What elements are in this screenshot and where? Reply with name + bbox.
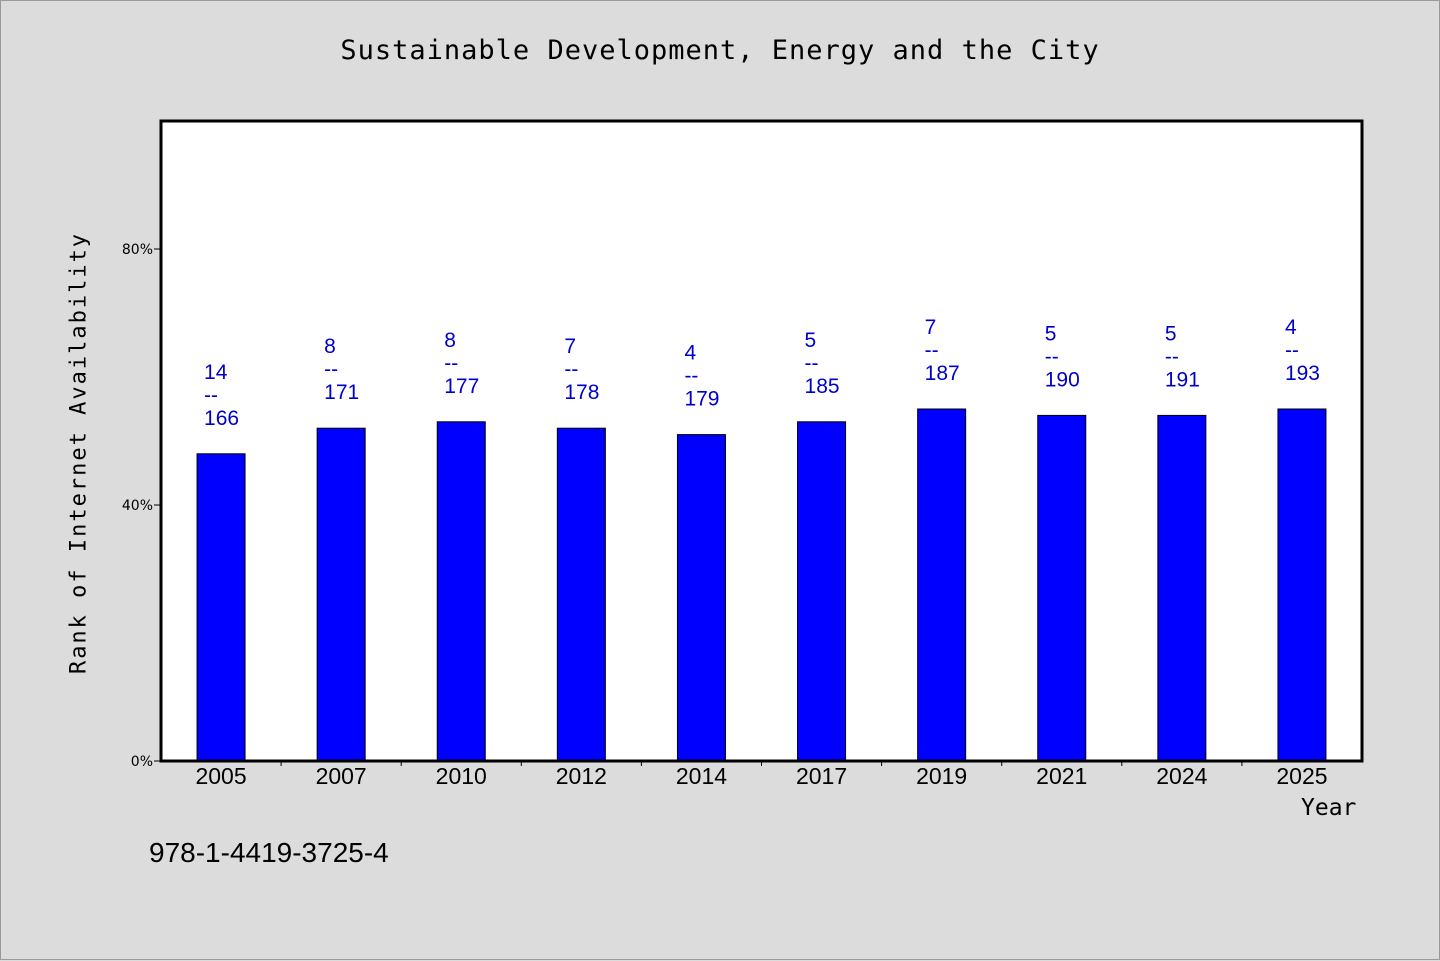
bar (196, 453, 246, 762)
y-tick-label: 40% (122, 498, 153, 514)
x-tick-label: 2017 (796, 763, 847, 789)
data-label-total: 185 (805, 375, 840, 398)
bar (1037, 414, 1087, 762)
data-label-total: 179 (684, 388, 719, 411)
y-tick-label: 80% (122, 242, 153, 258)
data-label-total: 177 (444, 375, 479, 398)
data-label-rank: 4 (1285, 316, 1297, 339)
bar (676, 434, 726, 762)
data-label-total: 187 (925, 362, 960, 385)
bar (917, 408, 967, 762)
data-label-rank: 4 (684, 342, 696, 365)
data-label-total: 166 (204, 407, 239, 430)
plot-frame (159, 119, 1364, 763)
data-label-separator: -- (1285, 339, 1299, 362)
data-label-separator: -- (805, 352, 819, 375)
data-label-total: 190 (1045, 368, 1080, 391)
data-label-total: 171 (324, 381, 359, 404)
data-label-rank: 14 (204, 361, 228, 384)
data-label-rank: 7 (564, 335, 576, 358)
bar (556, 427, 606, 762)
x-tick-label: 2025 (1276, 763, 1327, 789)
data-label-separator: -- (1045, 345, 1059, 368)
data-label-rank: 8 (444, 329, 456, 352)
data-label-separator: -- (204, 384, 218, 407)
bar (797, 421, 847, 762)
data-label-separator: -- (684, 365, 698, 388)
chart-title: Sustainable Development, Energy and the … (340, 35, 1100, 66)
x-tick-label: 2024 (1156, 763, 1207, 789)
data-label-separator: -- (324, 358, 338, 381)
bar (316, 427, 366, 762)
x-tick-label: 2021 (1036, 763, 1087, 789)
data-label-rank: 8 (324, 335, 336, 358)
x-axis-label: Year (1301, 795, 1357, 821)
y-axis-label: Rank of Internet Availability (66, 231, 92, 675)
bar (1157, 414, 1207, 762)
x-tick-label: 2019 (916, 763, 967, 789)
x-tick-label: 2014 (676, 763, 727, 789)
data-label-total: 178 (564, 381, 599, 404)
data-label-total: 193 (1285, 362, 1320, 385)
isbn-text: 978-1-4419-3725-4 (149, 837, 389, 868)
y-tick-label: 0% (131, 754, 153, 770)
x-tick-label: 2010 (436, 763, 487, 789)
data-label-rank: 7 (925, 316, 937, 339)
data-label-rank: 5 (1165, 322, 1177, 345)
data-label-rank: 5 (805, 329, 817, 352)
data-label-separator: -- (564, 358, 578, 381)
data-label-rank: 5 (1045, 322, 1057, 345)
bar (436, 421, 486, 762)
x-tick-label: 2005 (195, 763, 246, 789)
bar (1277, 408, 1327, 762)
data-label-total: 191 (1165, 368, 1200, 391)
data-label-separator: -- (925, 339, 939, 362)
data-label-separator: -- (1165, 345, 1179, 368)
x-tick-label: 2012 (556, 763, 607, 789)
data-label-separator: -- (444, 352, 458, 375)
x-tick-label: 2007 (316, 763, 367, 789)
